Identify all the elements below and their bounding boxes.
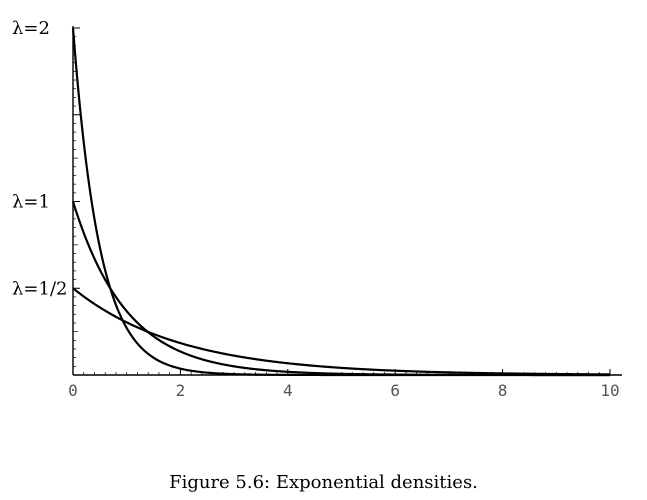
curve-labels: λ=2 λ=1 λ=1/2	[12, 18, 67, 299]
chart-area: 0 2 4 6 8 10 λ=2 λ=1 λ=1/2	[12, 18, 622, 400]
x-tick-label: 2	[176, 381, 186, 400]
series-label: λ=1/2	[12, 278, 67, 299]
x-tick-label: 10	[600, 381, 619, 400]
axes	[72, 26, 622, 376]
figure-caption: Figure 5.6: Exponential densities.	[169, 472, 478, 493]
series-label: λ=1	[12, 192, 50, 213]
curves	[71, 27, 611, 377]
curve-series-2	[71, 201, 610, 377]
x-tick-label: 4	[283, 381, 293, 400]
x-ticks: 0 2 4 6 8 10	[68, 369, 620, 400]
curve-series-1	[71, 27, 610, 377]
curve-series-3	[72, 287, 611, 376]
x-tick-label: 0	[68, 381, 78, 400]
x-tick-label: 8	[498, 381, 508, 400]
series-label: λ=2	[12, 18, 50, 39]
x-tick-label: 6	[390, 381, 400, 400]
